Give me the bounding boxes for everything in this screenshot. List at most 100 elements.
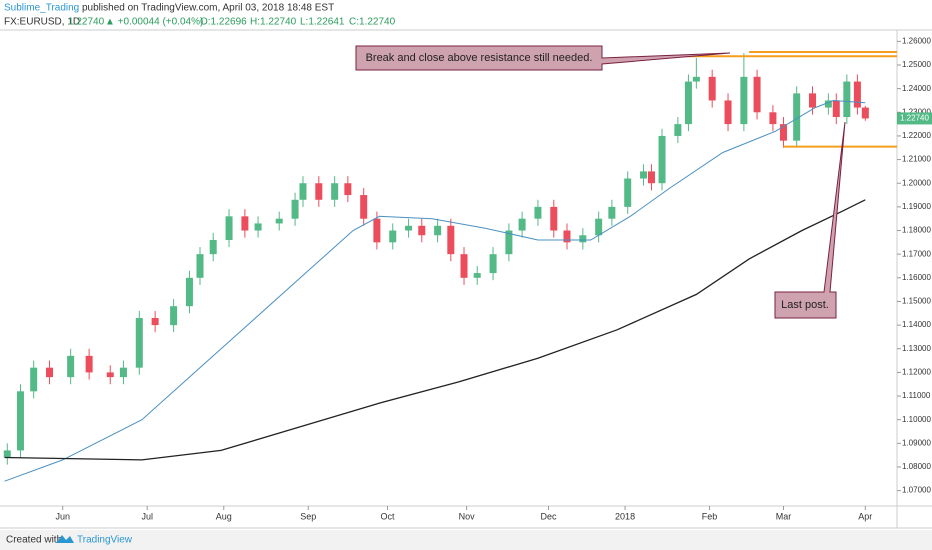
candle-body	[373, 218, 381, 243]
moving-average	[4, 99, 866, 482]
footer-brand[interactable]: TradingView	[77, 535, 133, 546]
candle-body	[473, 273, 481, 278]
candle-body	[843, 81, 851, 118]
ohlc-open: O:1.22696	[200, 17, 247, 28]
x-tick-label: Aug	[216, 511, 232, 521]
last: 1.22740	[68, 17, 105, 28]
candle-body	[832, 100, 840, 118]
y-tick-label: 1.18000	[902, 226, 931, 235]
candle-body	[418, 225, 426, 236]
x-tick-label: Dec	[540, 511, 557, 521]
candle-body	[684, 81, 692, 125]
candle-body	[505, 230, 513, 255]
y-tick-label: 1.19000	[902, 202, 931, 211]
candle-body	[550, 206, 558, 231]
x-tick-label: Apr	[858, 511, 872, 521]
y-tick-label: 1.22000	[902, 131, 931, 140]
candle-body	[225, 216, 233, 240]
x-tick-label: 2018	[615, 511, 635, 521]
x-tick-label: Feb	[702, 511, 718, 521]
candle-body	[85, 355, 93, 373]
y-tick-label: 1.23000	[902, 107, 931, 116]
candle-body	[692, 76, 700, 82]
candle-body	[769, 112, 777, 125]
footer-created: Created with	[6, 535, 62, 546]
candle-body	[3, 450, 11, 458]
candle-body	[853, 81, 861, 108]
x-tick-label: Nov	[459, 511, 476, 521]
candle-body	[658, 135, 666, 184]
candle-body	[30, 367, 38, 392]
annotation: Break and close above resistance still n…	[366, 52, 593, 64]
candle-body	[434, 225, 442, 236]
candle-body	[331, 183, 339, 200]
y-tick-label: 1.17000	[902, 249, 931, 258]
candle-body	[196, 254, 204, 278]
candle-body	[106, 372, 114, 378]
candle-body	[46, 367, 54, 378]
callout-top: Break and close above resistance still n…	[355, 45, 731, 71]
x-tick-label: Mar	[776, 511, 792, 521]
published: published on TradingView.com, April 03, …	[82, 3, 334, 14]
candle-body	[119, 367, 127, 378]
candle-body	[674, 124, 682, 136]
y-tick-label: 1.24000	[902, 84, 931, 93]
candle-body	[16, 391, 24, 451]
candle-body	[740, 76, 748, 125]
y-tick-label: 1.09000	[902, 438, 931, 447]
author[interactable]: Sublime_Trading	[4, 3, 79, 14]
y-tick-label: 1.26000	[902, 36, 931, 45]
candle-body	[640, 171, 648, 179]
y-tick-label: 1.13000	[902, 344, 931, 353]
moving-average	[4, 199, 866, 461]
candle-body	[563, 230, 571, 243]
ohlc-close: C:1.22740	[349, 17, 396, 28]
y-tick-label: 1.16000	[902, 273, 931, 282]
y-tick-label: 1.11000	[902, 391, 931, 400]
symbol: FX:EURUSD, 1D	[4, 17, 80, 28]
candle-body	[275, 218, 283, 224]
candle-body	[708, 76, 716, 101]
candle-body	[624, 178, 632, 207]
y-tick-label: 1.12000	[902, 368, 931, 377]
candle-body	[518, 218, 526, 231]
price-tag-label: 1.22740	[900, 114, 929, 123]
candle-body	[389, 230, 397, 243]
candle-body	[647, 171, 655, 184]
y-tick-label: 1.21000	[902, 155, 931, 164]
candle-body	[824, 100, 832, 108]
candle-body	[291, 199, 299, 219]
y-tick-label: 1.14000	[902, 320, 931, 329]
candle-body	[344, 183, 352, 196]
footer	[0, 530, 932, 550]
candle-body	[405, 225, 413, 231]
candle-body	[151, 318, 159, 326]
candle-body	[793, 93, 801, 141]
candle-body	[209, 239, 217, 255]
candle-body	[595, 218, 603, 236]
candle-body	[534, 206, 542, 219]
y-tick-label: 1.08000	[902, 462, 931, 471]
callout-bottom: Last post.	[774, 121, 846, 319]
annotation: Last post.	[781, 299, 829, 311]
candle-body	[809, 93, 817, 108]
candle-body	[861, 107, 869, 119]
candle-body	[360, 195, 368, 219]
candle-body	[753, 76, 761, 113]
price-tag	[897, 112, 932, 125]
candle-body	[724, 100, 732, 125]
y-tick-label: 1.20000	[902, 178, 931, 187]
x-tick-label: Jul	[141, 511, 153, 521]
plot: 1.07000 1.08000 1.09000 1.10000 1.11000 1.120…	[3, 36, 932, 521]
candle-body	[315, 183, 323, 200]
candle-body	[460, 254, 468, 278]
y-tick-label: 1.07000	[902, 486, 931, 495]
candle-body	[135, 318, 143, 368]
candle-body	[254, 223, 262, 231]
candle-body	[241, 216, 249, 231]
candle-body	[779, 124, 787, 141]
x-tick-label: Jun	[55, 511, 70, 521]
candle-body	[608, 206, 616, 219]
y-tick-label: 1.10000	[902, 415, 931, 424]
x-tick-label: Sep	[300, 511, 316, 521]
